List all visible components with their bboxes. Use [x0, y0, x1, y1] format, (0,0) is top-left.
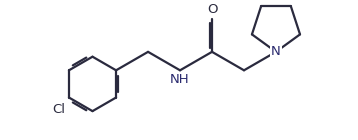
Text: Cl: Cl [52, 103, 65, 116]
Text: NH: NH [169, 73, 189, 86]
Text: N: N [271, 45, 281, 58]
Text: O: O [207, 4, 217, 16]
